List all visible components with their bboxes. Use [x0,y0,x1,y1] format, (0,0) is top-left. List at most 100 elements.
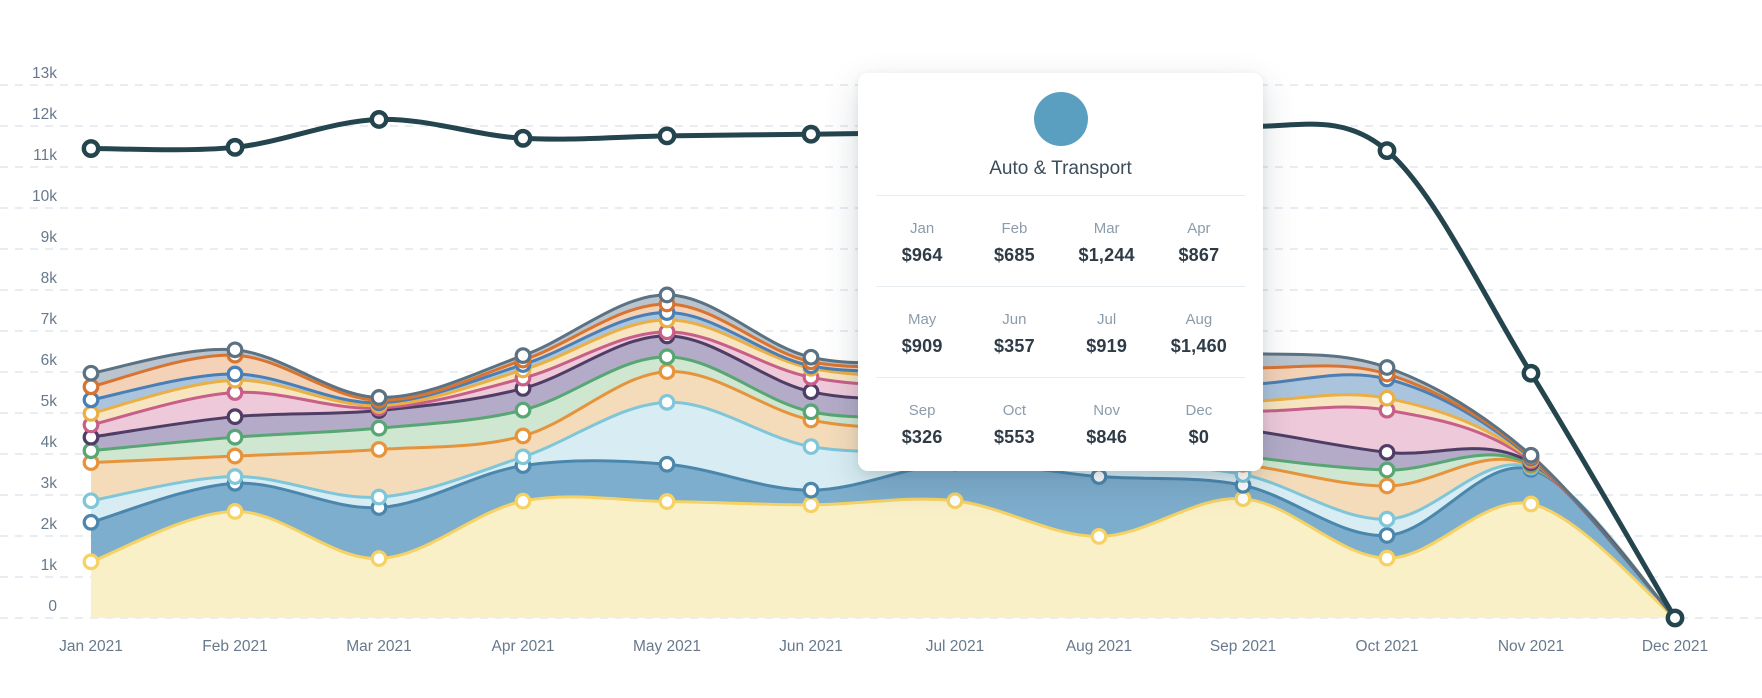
marker-green-3[interactable] [514,401,532,419]
area-auto-transport[interactable] [91,460,1675,618]
tooltip-month-label: Apr [1187,220,1211,237]
tooltip-cell-jun: Jun $357 [968,311,1060,357]
marker-yellow-7[interactable] [1090,528,1108,545]
x-tick-jul-2021: Jul 2021 [926,638,985,655]
marker-green-9[interactable] [1378,461,1396,479]
marker-auto-transport-5[interactable] [802,481,820,499]
marker-slate-1[interactable] [226,341,244,359]
marker-yellow-6[interactable] [946,492,964,510]
marker-yellow-3[interactable] [514,492,532,510]
marker-light-cyan-3[interactable] [514,448,532,466]
marker-purple-9[interactable] [1378,443,1396,461]
marker-yellow-10[interactable] [1522,495,1540,513]
total-marker-1[interactable] [225,137,245,157]
tooltip-cell-jul: Jul $919 [1061,311,1153,357]
tooltip-row-3: Sep $326 Oct $553 Nov $846 Dec $0 [876,377,1245,468]
total-marker-10[interactable] [1521,363,1541,383]
y-tick-13k: 13k [32,65,57,82]
tooltip-cell-feb: Feb $685 [968,220,1060,266]
marker-yellow-2[interactable] [370,550,388,567]
marker-light-cyan-2[interactable] [370,488,388,506]
tooltip-header: Auto & Transport [858,73,1263,180]
tooltip-month-value: $357 [993,336,1035,356]
marker-orange-1[interactable] [226,447,244,465]
area-green[interactable] [91,356,1675,618]
tooltip-month-label: Oct [1002,402,1027,419]
marker-auto-transport-7[interactable] [1090,468,1108,485]
marker-auto-transport-9[interactable] [1378,527,1396,544]
tooltip-month-value: $964 [901,245,943,265]
tooltip-month-label: Feb [1001,220,1028,237]
tooltip-category-title: Auto & Transport [989,158,1132,179]
tooltip-month-grid: Jan $964 Feb $685 Mar $1,244 Apr $867 May $909 Jun… [858,196,1263,468]
marker-yellow-1[interactable] [226,503,244,520]
x-tick-jun-2021: Jun 2021 [779,638,843,655]
total-marker-0[interactable] [81,139,101,158]
x-tick-jan-2021: Jan 2021 [59,638,123,655]
total-marker-11[interactable] [1665,608,1685,628]
total-marker-9[interactable] [1377,141,1397,161]
marker-gold-9[interactable] [1378,389,1396,407]
marker-orange-red-0[interactable] [82,378,100,396]
total-marker-4[interactable] [657,126,677,146]
marker-auto-transport-0[interactable] [82,513,100,531]
marker-slate-4[interactable] [658,286,676,304]
marker-yellow-0[interactable] [82,553,100,571]
tooltip-cell-apr: Apr $867 [1153,220,1245,266]
y-tick-3k: 3k [41,475,58,492]
area-orange[interactable] [91,371,1675,618]
marker-light-cyan-1[interactable] [226,468,244,485]
tooltip-month-label: Sep [908,402,936,419]
marker-slate-2[interactable] [370,389,388,406]
line-auto-transport [89,459,1677,620]
marker-yellow-9[interactable] [1378,549,1396,567]
tooltip-month-value: $685 [993,245,1035,265]
marker-light-cyan-5[interactable] [802,438,820,456]
tooltip-month-value: $919 [1086,336,1128,356]
x-tick-mar-2021: Mar 2021 [346,638,411,655]
area-purple[interactable] [91,335,1675,618]
marker-orange-3[interactable] [514,427,532,445]
marker-light-cyan-4[interactable] [658,393,676,411]
marker-slate-9[interactable] [1378,359,1396,376]
marker-light-cyan-0[interactable] [82,492,100,510]
marker-steel-blue-1[interactable] [226,365,244,383]
marker-green-5[interactable] [802,403,820,421]
area-steel-blue[interactable] [91,312,1675,618]
total-marker-2[interactable] [369,110,389,129]
tooltip-month-value: $846 [1086,427,1128,447]
total-marker-5[interactable] [801,124,821,144]
marker-yellow-4[interactable] [658,493,676,510]
tooltip-cell-nov: Nov $846 [1061,402,1153,448]
marker-purple-1[interactable] [226,408,244,426]
x-tick-aug-2021: Aug 2021 [1066,638,1132,655]
marker-gold-0[interactable] [82,405,100,422]
marker-green-2[interactable] [370,419,388,437]
marker-light-cyan-9[interactable] [1378,510,1396,528]
marker-green-0[interactable] [82,442,100,460]
x-tick-apr-2021: Apr 2021 [492,638,555,655]
tooltip-cell-sep: Sep $326 [876,402,968,448]
marker-slate-3[interactable] [514,347,532,365]
y-tick-2k: 2k [41,516,58,533]
marker-green-4[interactable] [658,348,676,366]
x-tick-oct-2021: Oct 2021 [1356,638,1419,655]
tooltip-divider [876,195,1245,196]
marker-green-1[interactable] [226,428,244,446]
marker-auto-transport-4[interactable] [658,455,676,473]
marker-purple-5[interactable] [802,383,820,401]
marker-orange-4[interactable] [658,363,676,380]
tooltip-cell-mar: Mar $1,244 [1061,220,1153,266]
marker-yellow-8[interactable] [1234,490,1252,508]
marker-orange-2[interactable] [370,441,388,458]
total-marker-3[interactable] [513,128,533,148]
marker-orange-9[interactable] [1378,477,1396,495]
y-tick-11k: 11k [33,147,57,164]
marker-slate-5[interactable] [802,348,820,366]
x-tick-nov-2021: Nov 2021 [1498,638,1564,655]
area-yellow[interactable] [91,496,1675,618]
marker-slate-0[interactable] [82,364,100,382]
marker-slate-10[interactable] [1522,446,1540,464]
marker-yellow-5[interactable] [802,496,820,514]
